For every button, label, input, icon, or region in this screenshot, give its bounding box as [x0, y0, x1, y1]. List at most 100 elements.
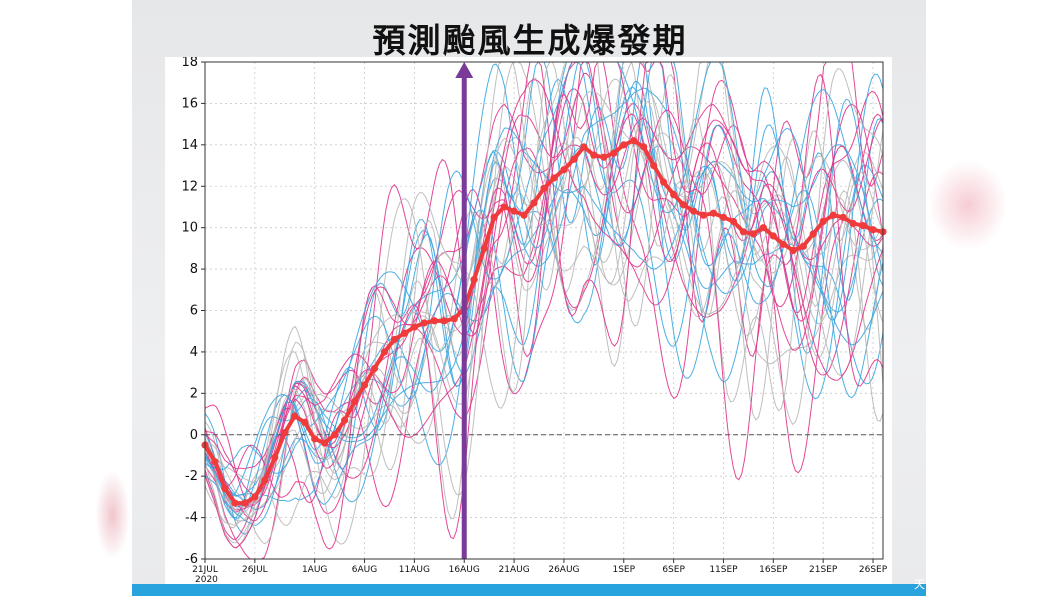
- ensemble-mean-point: [789, 246, 797, 255]
- ensemble-mean-point: [360, 381, 369, 389]
- ensemble-mean-point: [490, 213, 498, 221]
- ensemble-mean-point: [650, 161, 658, 170]
- ensemble-mean-point: [679, 201, 688, 209]
- ensemble-mean-point: [211, 458, 219, 466]
- ensemble-member-line: [204, 61, 884, 535]
- date-marker: [455, 62, 474, 559]
- ensemble-mean-point: [640, 143, 648, 151]
- y-tick-label: 10: [181, 221, 198, 236]
- x-tick-label: 21SEP: [809, 565, 838, 575]
- x-tick-label: 26SEP: [859, 565, 888, 575]
- y-tick-label: 16: [181, 96, 198, 111]
- ensemble-mean-point: [350, 398, 359, 406]
- page-title: 預測颱風生成爆發期: [372, 21, 688, 60]
- x-tick-label: 6AUG: [352, 565, 377, 575]
- ensemble-member-line: [204, 123, 884, 505]
- x-tick-label: 1SEP: [612, 565, 635, 575]
- ensemble-mean-point: [291, 412, 299, 420]
- ensemble-member-line: [204, 88, 884, 522]
- y-tick-label: 0: [190, 428, 198, 443]
- ensemble-mean-series: [201, 137, 887, 507]
- ensemble-mean-point: [699, 211, 708, 219]
- ensemble-mean-point: [590, 151, 598, 159]
- ensemble-mean-point: [819, 217, 827, 226]
- year-label: 2020: [195, 575, 218, 585]
- ensemble-mean-point: [540, 184, 548, 192]
- bottom-banner: [132, 584, 926, 596]
- ensemble-member-line: [204, 132, 884, 544]
- ensemble-mean-point: [829, 211, 837, 219]
- ensemble-mean-point: [779, 240, 787, 248]
- ensemble-mean-point: [630, 137, 638, 145]
- ensemble-mean-point: [340, 416, 349, 424]
- forecast-chart: -6 -4 -2 0 2 4 6 8 10 12 14 16 18 21JUL 26JUL 1AUG 6AUG 1…: [181, 55, 888, 585]
- y-tick-label: 4: [190, 345, 198, 360]
- ensemble-member-line: [204, 127, 884, 508]
- ensemble-mean-point: [530, 199, 538, 207]
- ensemble-mean-point: [610, 149, 618, 157]
- ensemble-mean-point: [729, 217, 738, 226]
- ensemble-mean-point: [799, 242, 807, 250]
- ensemble-mean-point: [420, 319, 428, 327]
- ensemble-member-line: [204, 61, 884, 549]
- ensemble-mean-point: [580, 143, 588, 151]
- ensemble-mean-point: [430, 317, 438, 325]
- marker-arrow-head: [455, 62, 474, 78]
- ensemble-mean-point: [709, 209, 718, 217]
- ensemble-member-line: [204, 78, 884, 522]
- ensemble-mean-point: [370, 364, 379, 373]
- x-tick-label: 16SEP: [759, 565, 788, 575]
- ensemble-mean-point: [719, 213, 728, 221]
- x-tick-label: 6SEP: [662, 565, 685, 575]
- x-tick-label: 11SEP: [709, 565, 738, 575]
- ensemble-mean-point: [839, 213, 847, 221]
- ensemble-mean-point: [749, 230, 757, 238]
- ensemble-mean-point: [231, 499, 239, 507]
- ensemble-member-line: [204, 90, 884, 514]
- ensemble-mean-point: [600, 153, 608, 161]
- ensemble-mean-point: [390, 335, 399, 344]
- x-tick-label: 26AUG: [548, 565, 579, 575]
- ensemble-mean-point: [331, 431, 339, 439]
- ensemble-member-line: [204, 103, 884, 470]
- x-tick-label: 21JUL: [192, 565, 218, 575]
- ensemble-mean-point: [849, 219, 857, 228]
- y-tick-label: 6: [190, 304, 198, 319]
- ensemble-member-line: [204, 61, 884, 484]
- ensemble-mean-point: [660, 178, 668, 186]
- x-tick-label: 1AUG: [302, 565, 327, 575]
- ensemble-mean-point: [510, 207, 518, 215]
- ensemble-mean-point: [689, 207, 698, 215]
- background-blur-left: [95, 470, 130, 560]
- ensemble-mean-point: [759, 224, 767, 232]
- ensemble-mean-point: [281, 429, 289, 437]
- x-tick-label: 21AUG: [499, 565, 530, 575]
- ensemble-mean-point: [480, 244, 488, 252]
- chart-panel: -6 -4 -2 0 2 4 6 8 10 12 14 16 18 21JUL 26JUL 1AUG 6AUG 1…: [165, 55, 892, 587]
- ensemble-mean-point: [570, 155, 578, 163]
- ensemble-mean-point: [809, 230, 817, 238]
- ensemble-member-line: [204, 61, 884, 474]
- y-tick-label: 8: [190, 262, 198, 277]
- ensemble-mean-point: [470, 275, 478, 284]
- ensemble-mean-point: [670, 190, 678, 199]
- y-tick-label: -4: [185, 511, 198, 526]
- ensemble-mean-point: [221, 484, 229, 493]
- ensemble-mean-point: [400, 329, 409, 337]
- x-tick-label: 26JUL: [242, 565, 268, 575]
- x-tick-label: 16AUG: [449, 565, 480, 575]
- y-tick-label: 2: [190, 386, 198, 401]
- ensemble-mean-point: [520, 211, 528, 219]
- ensemble-mean-point: [311, 435, 319, 443]
- brand-text: 天: [914, 578, 925, 591]
- ensemble-mean-point: [769, 232, 777, 240]
- y-tick-label: 12: [181, 179, 198, 194]
- ensemble-member-line: [204, 79, 884, 549]
- ensemble-mean-point: [271, 453, 279, 462]
- ensemble-member-line: [204, 77, 884, 527]
- ensemble-mean-point: [550, 174, 558, 182]
- ensemble-mean-point: [859, 221, 867, 230]
- ensemble-mean-point: [261, 476, 269, 484]
- x-tick-label: 11AUG: [399, 565, 430, 575]
- y-tick-label: 18: [181, 57, 198, 70]
